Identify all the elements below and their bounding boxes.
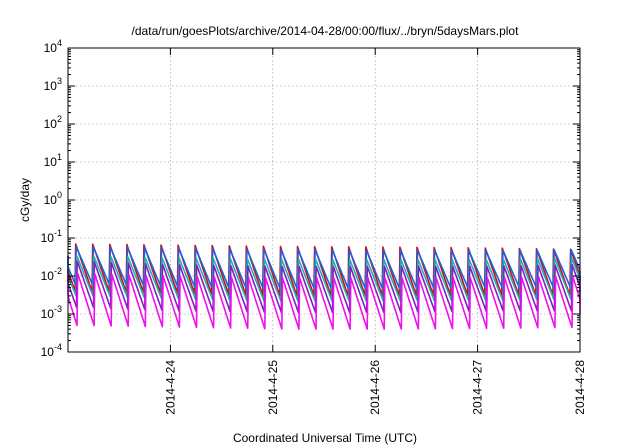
- y-tick-label: 10-3: [41, 304, 62, 321]
- y-tick-labels: 10-4 10-3 10-2 10-1 100 101 102 103 104: [41, 38, 62, 359]
- series-line: [67, 254, 581, 302]
- series-layer: [67, 243, 581, 330]
- series-line: [67, 260, 581, 314]
- x-tick-labels: 2014-4-24 2014-4-25 2014-4-26 2014-4-27 2014…: [163, 360, 587, 415]
- x-tick-label: 2014-4-26: [368, 360, 382, 415]
- y-tick-label: 10-1: [41, 228, 62, 245]
- y-tick-label: 102: [44, 114, 62, 131]
- y-tick-label: 101: [44, 152, 62, 169]
- x-tick-label: 2014-4-27: [471, 360, 485, 415]
- y-tick-label: 100: [44, 190, 62, 207]
- tick-layer: [68, 47, 581, 353]
- series-line: [67, 245, 581, 290]
- y-axis-label: cGy/day: [18, 178, 32, 222]
- y-tick-label: 10-2: [41, 266, 62, 283]
- x-tick-label: 2014-4-28: [573, 360, 587, 415]
- y-tick-label: 10-4: [41, 342, 62, 359]
- chart-title: /data/run/goesPlots/archive/2014-04-28/0…: [132, 24, 520, 38]
- y-tick-label: 103: [44, 76, 62, 93]
- x-tick-label: 2014-4-24: [163, 360, 177, 415]
- series-line: [67, 272, 581, 330]
- y-tick-label: 104: [44, 38, 62, 55]
- x-axis-label: Coordinated Universal Time (UTC): [233, 431, 417, 445]
- x-tick-label: 2014-4-25: [266, 360, 280, 415]
